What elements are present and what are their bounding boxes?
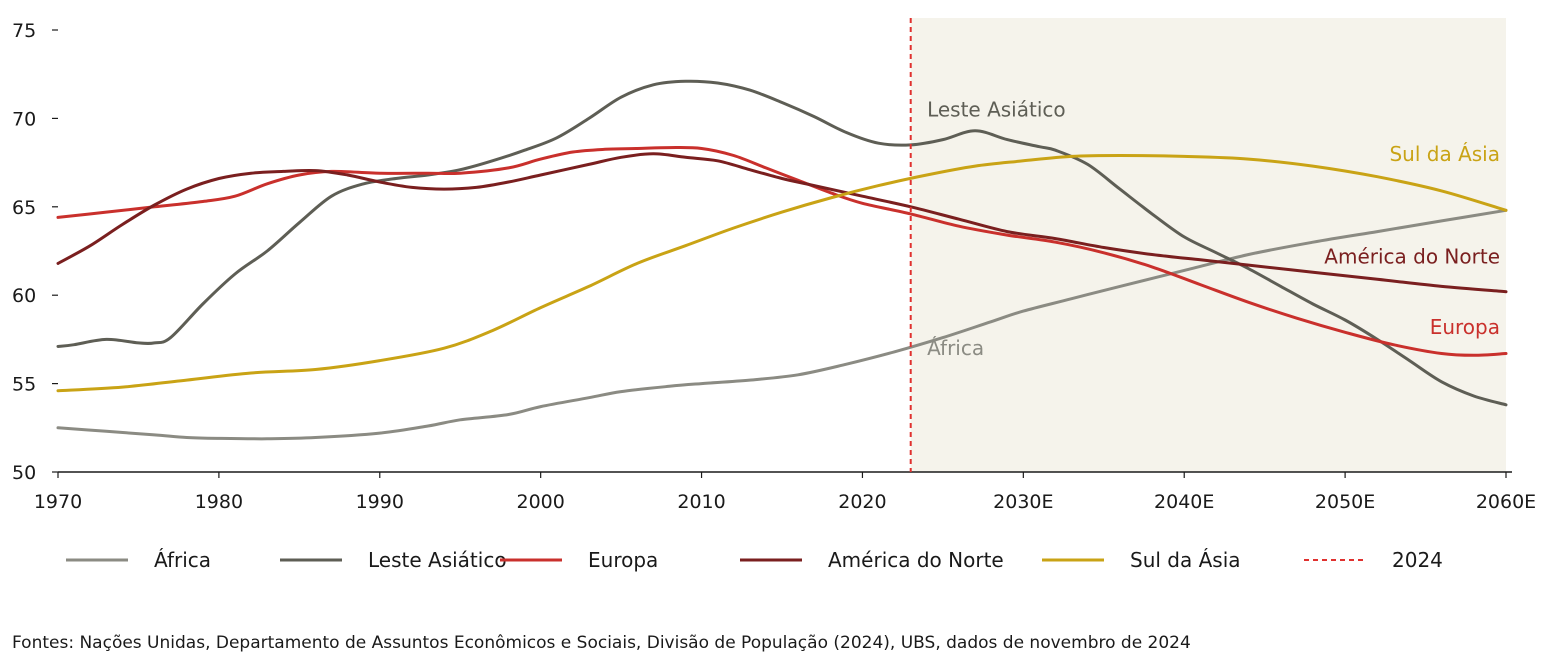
x-tick-label: 1990 <box>356 491 404 513</box>
legend-label: 2024 <box>1392 548 1443 572</box>
x-tick-label: 1980 <box>195 491 243 513</box>
y-tick-label: 55 <box>12 374 36 396</box>
x-tick-label: 2000 <box>516 491 564 513</box>
legend-item-america-do-norte: América do Norte <box>740 548 1004 572</box>
y-tick-label: 60 <box>12 285 36 307</box>
x-tick-label: 2050E <box>1315 491 1375 513</box>
axes: 1970 1980 1990 2000 2010 2020 2030E 2040E 2050E 2… <box>12 20 1536 513</box>
series-label-sul-da-asia: Sul da Ásia <box>1389 142 1500 166</box>
series-label-africa: África <box>927 336 984 360</box>
x-tick-label: 2020 <box>838 491 886 513</box>
y-tick-label: 65 <box>12 197 36 219</box>
series-line-leste-asiatico <box>56 79 1508 407</box>
y-tick-label: 75 <box>12 20 36 42</box>
series-labels: Leste Asiático Sul da Ásia América do Nort… <box>927 98 1500 361</box>
x-tick-label: 2040E <box>1154 491 1214 513</box>
legend-item-sul-da-asia: Sul da Ásia <box>1042 548 1241 572</box>
series-line-america-do-norte <box>56 152 1508 294</box>
series-label-europa: Europa <box>1430 315 1500 339</box>
projection-shade-layer <box>910 18 1506 472</box>
series-label-america-do-norte: América do Norte <box>1324 244 1500 268</box>
legend: África Leste Asiático Europa América do Nor… <box>66 548 1443 572</box>
x-tick-label: 2030E <box>993 491 1053 513</box>
x-tick-label: 2060E <box>1476 491 1536 513</box>
legend-item-2024: 2024 <box>1304 548 1443 572</box>
legend-item-africa: África <box>66 548 211 572</box>
y-tick-label: 70 <box>12 108 36 130</box>
series-lines <box>56 79 1508 441</box>
series-label-leste-asiatico: Leste Asiático <box>927 98 1066 122</box>
legend-label: África <box>154 548 211 572</box>
legend-label: Sul da Ásia <box>1130 548 1241 572</box>
y-tick-label: 50 <box>12 462 36 484</box>
source-note: Fontes: Nações Unidas, Departamento de A… <box>12 633 1191 653</box>
series-line-sul-da-asia <box>56 154 1508 393</box>
x-tick-label: 1970 <box>34 491 82 513</box>
x-tick-label: 2010 <box>677 491 725 513</box>
series-line-europa <box>56 146 1508 357</box>
legend-label: Europa <box>588 548 658 572</box>
projection-area <box>910 18 1506 472</box>
series-line-africa <box>56 208 1508 441</box>
legend-label: Leste Asiático <box>368 548 507 572</box>
legend-label: América do Norte <box>828 548 1004 572</box>
legend-item-leste-asiatico: Leste Asiático <box>280 548 507 572</box>
legend-item-europa: Europa <box>500 548 658 572</box>
